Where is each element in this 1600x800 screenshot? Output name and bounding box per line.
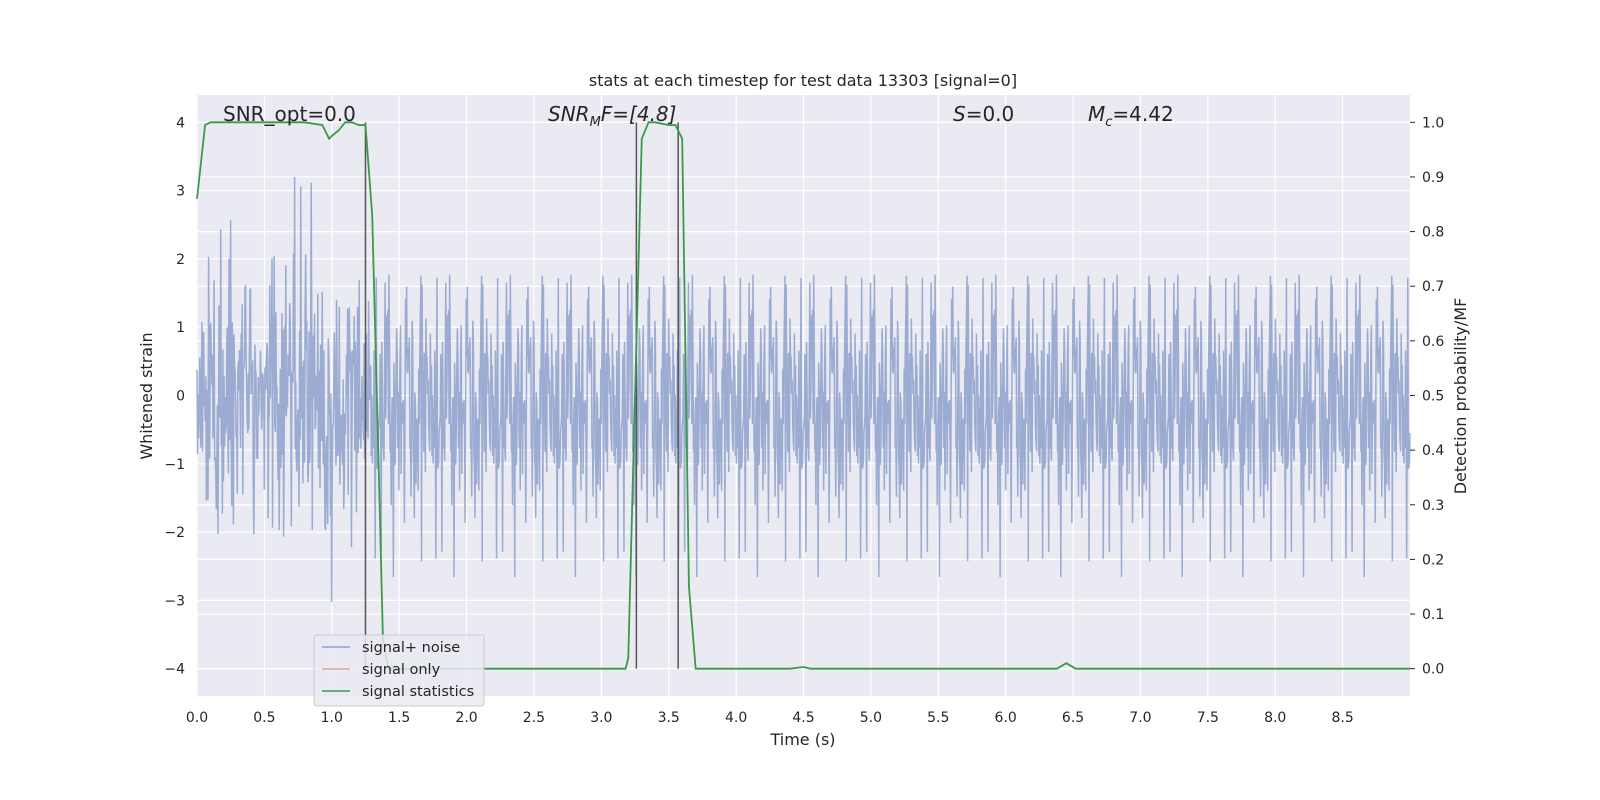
x-tick-label: 7.0: [1129, 710, 1151, 726]
x-tick-label: 6.5: [1062, 710, 1084, 726]
annotation-s: S=0.0: [953, 102, 1014, 126]
right-y-tick-label: 0.0: [1422, 662, 1444, 678]
x-tick-label: 3.0: [590, 710, 612, 726]
x-tick-label: 1.5: [388, 710, 410, 726]
right-y-tick-label: 0.5: [1422, 389, 1444, 405]
x-tick-label: 4.0: [725, 710, 747, 726]
right-y-tick-label: 0.7: [1422, 279, 1444, 295]
annotation-mc: Mc=4.42: [1088, 102, 1174, 130]
left-y-tick-labels: −4 −3 −2 −1 0 1 2 3 4: [164, 115, 185, 677]
signal-noise-series: [196, 177, 1411, 603]
annotation-snr-opt: SNR_opt=0.0: [223, 102, 356, 126]
left-y-axis-label: Whitened strain: [137, 332, 156, 459]
legend-label-signal-only: signal only: [362, 662, 441, 678]
left-y-tick-label: −1: [164, 457, 185, 473]
gridlines: [196, 95, 1410, 696]
annotation-mc-rest: =4.42: [1112, 102, 1173, 126]
right-y-tick-label: 1.0: [1422, 115, 1444, 131]
left-y-tick-label: −2: [164, 525, 185, 541]
right-y-tick-label: 0.1: [1422, 607, 1444, 623]
legend: signal+ noise signal only signal statist…: [313, 634, 485, 707]
annotation-snr-mf-rest: F=[4.8]: [601, 102, 677, 126]
annotation-snr-mf-var: SNR: [548, 102, 590, 126]
left-y-tick-label: 2: [176, 252, 185, 268]
left-y-tick-label: 0: [176, 389, 185, 405]
x-tick-label: 0.0: [186, 710, 208, 726]
x-tick-label: 5.5: [927, 710, 949, 726]
x-tick-label: 7.5: [1197, 710, 1219, 726]
signal-statistics-series: [196, 121, 1410, 670]
x-tick-label: 4.5: [792, 710, 814, 726]
left-y-tick-label: −3: [164, 593, 185, 609]
x-tick-label: 2.5: [523, 710, 545, 726]
right-y-tick-label: 0.8: [1422, 225, 1444, 241]
legend-label-signal-noise: signal+ noise: [362, 640, 460, 656]
legend-label-signal-statistics: signal statistics: [362, 684, 474, 700]
x-axis-label: Time (s): [769, 730, 835, 749]
x-tick-label: 2.0: [455, 710, 477, 726]
annotation-snr-mf-sub: M: [590, 115, 601, 130]
x-tick-label: 3.5: [658, 710, 680, 726]
x-tick-label: 8.5: [1331, 710, 1353, 726]
annotation-mc-var: M: [1088, 102, 1105, 126]
annotation-s-rest: =0.0: [966, 102, 1015, 126]
left-y-tick-label: −4: [164, 662, 185, 678]
left-y-tick-label: 4: [176, 115, 185, 131]
left-y-tick-label: 3: [176, 184, 185, 200]
left-y-tick-label: 1: [176, 320, 185, 336]
x-tick-label: 1.0: [321, 710, 343, 726]
chart-title: stats at each timestep for test data 133…: [589, 71, 1017, 90]
signal-noise-line: [196, 177, 1411, 603]
annotation-s-var: S: [953, 102, 966, 126]
signal-statistics-line: [196, 121, 1410, 670]
right-y-tick-label: 0.9: [1422, 170, 1444, 186]
x-tick-label: 0.5: [253, 710, 275, 726]
right-y-tick-labels: 0.0 0.1 0.2 0.3 0.4 0.5 0.6 0.7 0.8 0.9 1.0: [1410, 115, 1444, 678]
vertical-markers: [364, 122, 679, 669]
right-y-tick-label: 0.6: [1422, 334, 1444, 350]
right-y-tick-label: 0.3: [1422, 498, 1444, 514]
right-y-axis-label: Detection probability/MF: [1451, 298, 1470, 495]
x-tick-label: 8.0: [1264, 710, 1286, 726]
x-tick-label: 6.0: [995, 710, 1017, 726]
annotation-mc-sub: c: [1105, 115, 1112, 130]
annotation-snr-mf: SNRMF=[4.8]: [548, 102, 676, 130]
right-y-tick-label: 0.4: [1422, 443, 1444, 459]
x-tick-label: 5.0: [860, 710, 882, 726]
legend-box: [313, 634, 485, 707]
right-y-tick-label: 0.2: [1422, 552, 1444, 568]
x-tick-labels: 0.0 0.5 1.0 1.5 2.0 2.5 3.0 3.5 4.0 4.5 5.0 5.5 6.0 6…: [186, 710, 1354, 726]
